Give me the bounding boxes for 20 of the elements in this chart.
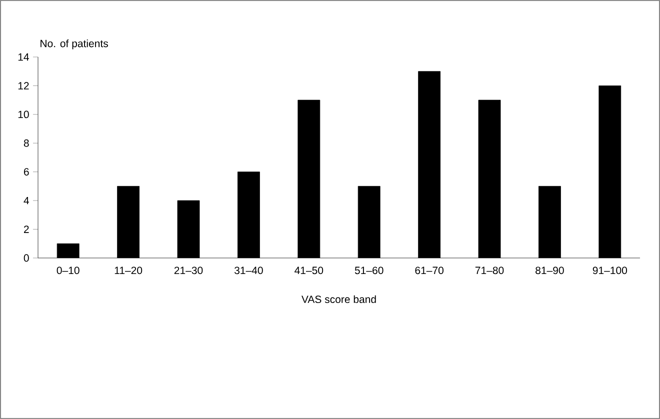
x-tick-label: 71–80 bbox=[475, 266, 504, 274]
x-axis-title: VAS score band bbox=[302, 295, 376, 304]
y-tick-label: 14 bbox=[18, 53, 29, 61]
y-tick-label: 8 bbox=[24, 139, 29, 147]
x-tick-label: 11–20 bbox=[114, 266, 142, 274]
x-tick-label: 91–100 bbox=[592, 266, 628, 274]
x-tick-label: 21–30 bbox=[174, 266, 203, 274]
y-tick-label: 6 bbox=[24, 168, 29, 176]
y-axis-title: No. of patients bbox=[40, 40, 108, 50]
y-tick-label: 10 bbox=[18, 110, 29, 118]
x-tick-label: 61–70 bbox=[415, 266, 444, 274]
x-tick-label: 81–90 bbox=[536, 266, 564, 274]
x-tick-label: 41–50 bbox=[294, 266, 324, 274]
y-tick-label: 2 bbox=[24, 226, 29, 233]
y-tick-label: 12 bbox=[18, 82, 29, 90]
y-tick-label: 4 bbox=[24, 196, 29, 204]
x-tick-label: 31–40 bbox=[234, 266, 263, 274]
x-tick-label: 0–10 bbox=[56, 266, 80, 274]
y-tick-label: 0 bbox=[24, 254, 29, 262]
x-tick-label: 51–60 bbox=[354, 266, 384, 274]
